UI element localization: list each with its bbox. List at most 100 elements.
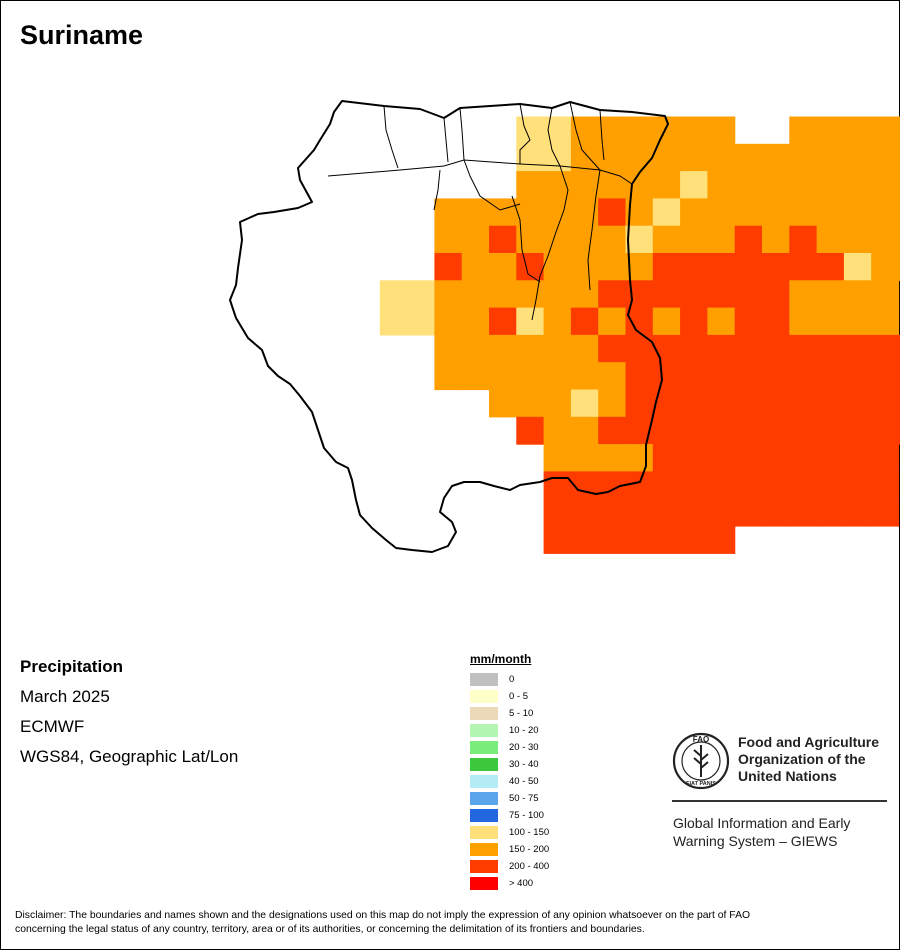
grid-cell	[871, 498, 900, 527]
grid-cell	[871, 143, 900, 172]
grid-cell	[734, 416, 763, 445]
grid-cell	[680, 471, 708, 500]
grid-cell	[898, 198, 900, 227]
grid-cell	[734, 334, 763, 363]
grid-cell	[816, 389, 845, 418]
grid-cell	[652, 334, 681, 363]
grid-cell	[625, 362, 654, 391]
grid-cell	[734, 280, 763, 309]
country-outline	[229, 100, 669, 553]
grid-cell	[734, 225, 763, 254]
grid-cell	[543, 389, 572, 418]
grid-cell	[598, 389, 627, 418]
legend-item: 50 - 75	[470, 790, 549, 807]
grid-cell	[625, 498, 654, 527]
fao-divider	[672, 800, 887, 802]
grid-cell	[843, 389, 872, 418]
grid-cell	[543, 143, 572, 172]
grid-cell	[734, 253, 763, 281]
grid-cell	[543, 416, 572, 445]
legend-item: 10 - 20	[470, 722, 549, 739]
grid-cell	[598, 334, 627, 363]
grid-cell	[734, 307, 763, 336]
grid-cell	[652, 389, 681, 418]
grid-cell	[516, 171, 545, 199]
projection-label: WGS84, Geographic Lat/Lon	[20, 747, 239, 766]
grid-cell	[871, 334, 900, 363]
grid-cell	[843, 362, 872, 391]
legend-swatch	[470, 775, 498, 788]
grid-cell	[871, 389, 900, 418]
grid-cell	[625, 307, 654, 336]
grid-cell	[652, 225, 681, 254]
grid-cell	[816, 225, 845, 254]
legend-swatch	[470, 724, 498, 737]
legend-item: 30 - 40	[470, 756, 549, 773]
legend-label: 75 - 100	[509, 810, 544, 821]
legend-label: 10 - 20	[509, 725, 539, 736]
grid-cell	[543, 526, 572, 554]
grid-cell	[816, 362, 845, 391]
grid-cell	[789, 444, 818, 472]
legend-items: 0 0 - 5 5 - 10 10 - 20 20 - 30 30 - 40 40 - 50…	[470, 671, 549, 892]
grid-cell	[680, 307, 708, 336]
grid-cell	[789, 253, 818, 281]
grid-cell	[843, 225, 872, 254]
legend-label: > 400	[509, 878, 534, 889]
grid-cell	[489, 280, 517, 309]
grid-cell	[843, 280, 872, 309]
grid-cell	[762, 471, 790, 500]
grid-cell	[843, 171, 872, 199]
grid-cell	[489, 307, 517, 336]
grid-cell	[707, 334, 736, 363]
legend-item: 0	[470, 671, 549, 688]
grid-cell	[843, 198, 872, 227]
district-line	[547, 107, 561, 167]
grid-cell	[625, 471, 654, 500]
legend-swatch	[470, 877, 498, 890]
grid-cell	[680, 526, 708, 554]
grid-cell	[707, 471, 736, 500]
grid-cell	[598, 362, 627, 391]
district-line	[443, 117, 449, 163]
grid-cell	[680, 116, 708, 145]
grid-cell	[598, 416, 627, 445]
grid-cell	[898, 171, 900, 199]
grid-cell	[434, 225, 463, 254]
grid-cell	[789, 498, 818, 527]
grid-cell	[407, 307, 435, 336]
grid-cell	[789, 362, 818, 391]
grid-cell	[843, 471, 872, 500]
grid-cell	[434, 198, 463, 227]
grid-cell	[625, 171, 654, 199]
grid-cell	[625, 526, 654, 554]
grid-cell	[652, 416, 681, 445]
grid-cell	[461, 362, 490, 391]
district-line	[383, 105, 399, 169]
grid-cell	[898, 362, 900, 391]
district-line	[531, 165, 569, 321]
grid-cell	[598, 225, 627, 254]
legend-swatch	[470, 758, 498, 771]
grid-cell	[816, 444, 845, 472]
grid-cell	[516, 389, 545, 418]
grid-cell	[898, 143, 900, 172]
grid-cell	[816, 416, 845, 445]
grid-cell	[652, 307, 681, 336]
grid-cell	[871, 253, 900, 281]
grid-cell	[816, 253, 845, 281]
grid-cell	[461, 334, 490, 363]
grid-cell	[461, 280, 490, 309]
legend-label: 100 - 150	[509, 827, 550, 838]
grid-cell	[707, 526, 736, 554]
grid-cell	[707, 362, 736, 391]
grid-cell	[762, 225, 790, 254]
grid-cell	[652, 444, 681, 472]
legend-label: 30 - 40	[509, 759, 539, 770]
grid-cell	[871, 444, 900, 472]
grid-cell	[816, 171, 845, 199]
grid-cell	[762, 307, 790, 336]
grid-cell	[762, 143, 790, 172]
grid-cell	[570, 253, 599, 281]
grid-cell	[489, 389, 517, 418]
